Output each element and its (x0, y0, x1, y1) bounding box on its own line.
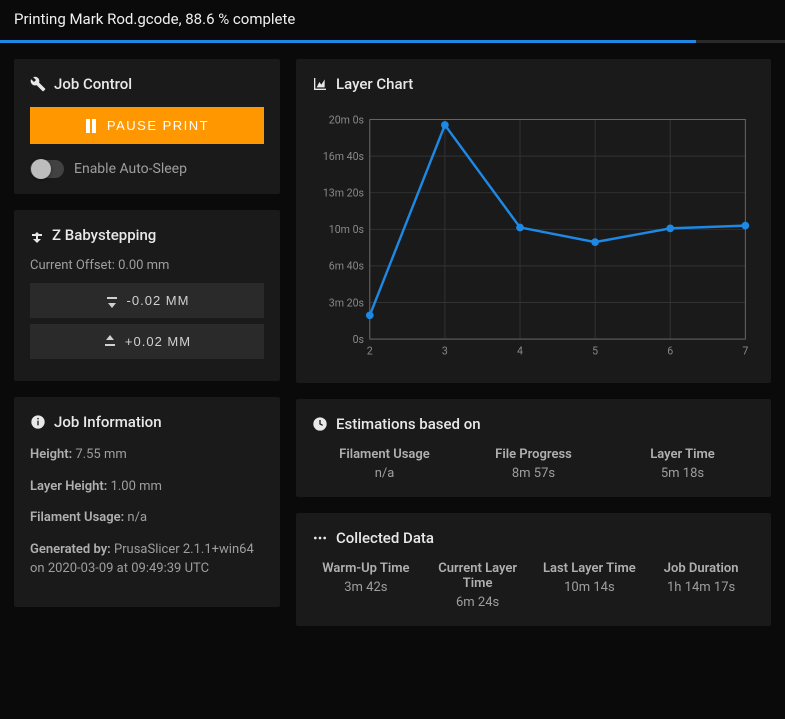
info-layer-height: Layer Height: 1.00 mm (30, 477, 264, 497)
est-col-value: 8m 57s (461, 466, 606, 481)
wrench-icon (30, 76, 46, 92)
step-up-icon (103, 335, 117, 349)
auto-sleep-label: Enable Auto-Sleep (74, 161, 187, 177)
babystep-panel: Z Babystepping Current Offset: 0.00 mm -… (14, 210, 280, 381)
est-col-label: File Progress (461, 447, 606, 462)
collected-panel: Collected Data Warm-Up Time 3m 42s Current… (296, 513, 771, 626)
est-col-value: n/a (312, 466, 457, 481)
step-down-icon (105, 294, 119, 308)
est-col-value: 5m 18s (610, 466, 755, 481)
svg-text:20m 0s: 20m 0s (329, 113, 364, 126)
svg-text:6: 6 (667, 344, 673, 357)
info-filament: Filament Usage: n/a (30, 508, 264, 528)
babystep-down-button[interactable]: -0.02 MM (30, 283, 264, 318)
layer-chart-panel: Layer Chart 0s 3m 20s 6m 40s 10m 0s 13m 20s 1… (296, 59, 771, 383)
progress-bar (0, 40, 785, 43)
svg-text:6m 40s: 6m 40s (329, 260, 364, 273)
estimations-title: Estimations based on (336, 415, 481, 433)
auto-sleep-toggle[interactable] (30, 160, 64, 178)
col-col-value: 6m 24s (424, 595, 532, 610)
pause-print-button[interactable]: PAUSE PRINT (30, 107, 264, 144)
job-info-title: Job Information (54, 413, 162, 431)
pause-icon (85, 119, 97, 133)
col-col-value: 3m 42s (312, 580, 420, 595)
svg-text:5: 5 (592, 344, 598, 357)
header-title: Printing Mark Rod.gcode, 88.6 % complete (0, 0, 785, 40)
babystep-up-label: +0.02 MM (125, 334, 191, 349)
progress-fill (0, 40, 696, 43)
offset-label: Current Offset: 0.00 mm (30, 258, 264, 273)
col-col-value: 1h 14m 17s (647, 580, 755, 595)
estimations-panel: Estimations based on Filament Usage n/a Fi… (296, 399, 771, 497)
svg-text:3: 3 (442, 344, 448, 357)
est-col-label: Layer Time (610, 447, 755, 462)
layer-chart-title: Layer Chart (336, 75, 413, 93)
svg-text:7: 7 (742, 344, 748, 357)
svg-text:3m 20s: 3m 20s (329, 296, 364, 309)
layer-chart: 0s 3m 20s 6m 40s 10m 0s 13m 20s 16m 40s 20m 0s… (312, 107, 755, 367)
dots-icon (312, 530, 328, 546)
collected-title: Collected Data (336, 529, 434, 547)
svg-text:16m 40s: 16m 40s (323, 150, 364, 163)
babystep-title: Z Babystepping (52, 226, 156, 244)
col-col-label: Last Layer Time (536, 561, 644, 576)
babystep-up-button[interactable]: +0.02 MM (30, 324, 264, 359)
job-info-panel: Job Information Height: 7.55 mm Layer He… (14, 397, 280, 607)
pause-label: PAUSE PRINT (107, 118, 209, 133)
clock-icon (312, 416, 328, 432)
col-col-value: 10m 14s (536, 580, 644, 595)
svg-text:13m 20s: 13m 20s (323, 187, 364, 200)
svg-text:2: 2 (367, 344, 373, 357)
col-col-label: Job Duration (647, 561, 755, 576)
babystep-icon (30, 227, 44, 243)
job-control-title: Job Control (54, 75, 132, 93)
babystep-down-label: -0.02 MM (127, 293, 190, 308)
info-icon (30, 414, 46, 430)
svg-text:0s: 0s (353, 333, 364, 346)
svg-text:4: 4 (517, 344, 523, 357)
job-control-panel: Job Control PAUSE PRINT Enable Auto-Slee… (14, 59, 280, 194)
chart-icon (312, 76, 328, 92)
col-col-label: Current Layer Time (424, 561, 532, 591)
svg-text:10m 0s: 10m 0s (329, 223, 364, 236)
info-height: Height: 7.55 mm (30, 445, 264, 465)
info-generated: Generated by: PrusaSlicer 2.1.1+win64 on… (30, 540, 264, 579)
est-col-label: Filament Usage (312, 447, 457, 462)
col-col-label: Warm-Up Time (312, 561, 420, 576)
